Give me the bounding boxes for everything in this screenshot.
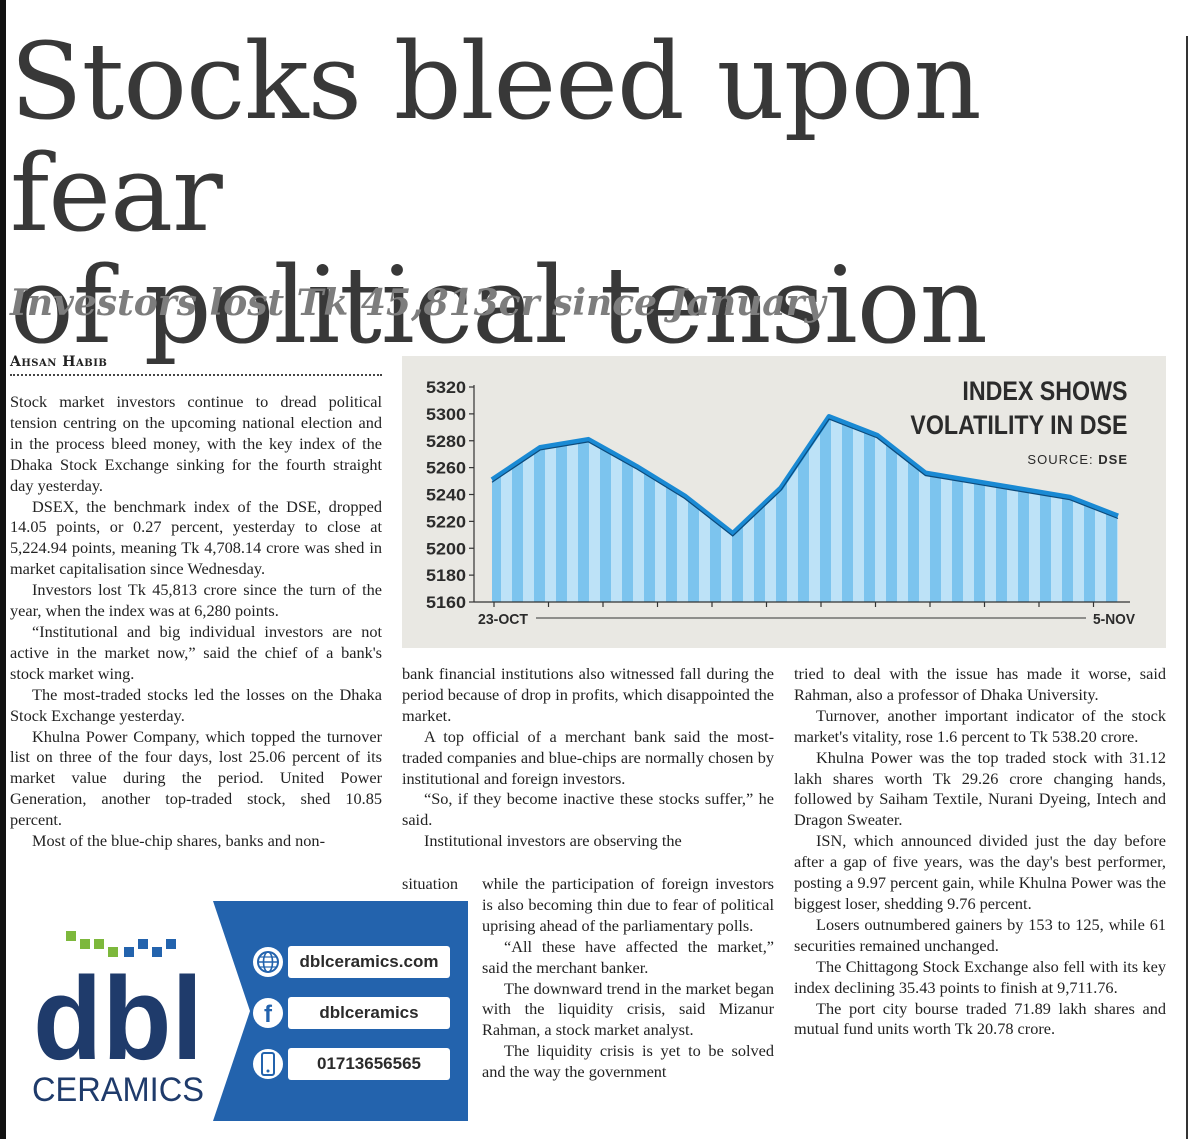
article-paragraph: ISN, which announced divided just the da… xyxy=(794,831,1166,913)
headline-line-1: Stocks bleed upon fear xyxy=(10,20,982,255)
index-area xyxy=(492,416,1118,602)
logo-subtitle: CERAMICS xyxy=(32,1071,204,1109)
logo-pixel xyxy=(108,947,118,957)
chart-title: INDEX SHOWS VOLATILITY IN DSE xyxy=(911,374,1128,442)
y-tick-label: 5320 xyxy=(426,378,466,397)
logo-pixel xyxy=(152,947,162,957)
logo-pixel xyxy=(138,939,148,949)
y-tick-label: 5300 xyxy=(426,405,466,424)
article-paragraph: Stock market investors continue to dread… xyxy=(10,392,382,495)
ad-logo-panel xyxy=(8,901,250,1121)
facebook-icon: f xyxy=(253,998,283,1028)
article-paragraph: The port city bourse traded 71.89 lakh s… xyxy=(794,998,1166,1039)
svg-text:f: f xyxy=(264,1001,273,1028)
chart-title-line-1: INDEX SHOWS xyxy=(962,376,1128,406)
article-paragraph: The downward trend in the market began w… xyxy=(482,978,774,1040)
y-tick-label: 5200 xyxy=(426,539,466,558)
body-column-2-bottom: while the participation of foreign inves… xyxy=(482,874,774,1083)
article-paragraph: The liquidity crisis is yet to be solved… xyxy=(482,1041,774,1082)
y-tick-label: 5260 xyxy=(426,459,466,478)
article-paragraph: bank financial institutions also witness… xyxy=(402,664,774,725)
index-line xyxy=(490,414,1119,536)
article-paragraph: Most of the blue-chip shares, banks and … xyxy=(32,831,325,851)
index-chart-plot: 5320 5300 5280 5260 5240 5220 5200 5180 5160 23-O… xyxy=(426,378,1135,628)
article-paragraph: while the participation of foreign inves… xyxy=(482,874,774,935)
chart-source: SOURCE: DSE xyxy=(1027,452,1128,467)
article-paragraph: “So, if they become inactive these stock… xyxy=(402,789,774,830)
article-paragraph: Khulna Power was the top traded stock wi… xyxy=(794,747,1166,830)
logo-pixel xyxy=(66,931,76,941)
article-paragraph: Investors lost Tk 45,813 crore since the… xyxy=(10,580,382,621)
article-paragraph: tried to deal with the issue has made it… xyxy=(794,664,1166,704)
article-paragraph: “Institutional and big individual invest… xyxy=(10,621,382,683)
y-tick-label: 5160 xyxy=(426,593,466,612)
y-tick-label: 5220 xyxy=(426,512,466,531)
logo-pixel xyxy=(80,939,90,949)
y-tick-label: 5240 xyxy=(426,486,466,505)
logo-pixel xyxy=(94,939,104,949)
y-tick-label: 5180 xyxy=(426,566,466,585)
index-line-shadow xyxy=(491,418,1119,537)
article-paragraph: DSEX, the benchmark index of the DSE, dr… xyxy=(10,496,382,579)
logo-wordmark: dbl xyxy=(33,953,203,1085)
x-end-label: 5-NOV xyxy=(1093,611,1135,628)
index-chart: 5320 5300 5280 5260 5240 5220 5200 5180 5160 23-O… xyxy=(402,356,1166,648)
dbl-ceramics-logo: dbl CERAMICS xyxy=(32,931,204,1109)
article-paragraph: A top official of a merchant bank said t… xyxy=(402,726,774,788)
chart-title-line-2: VOLATILITY IN DSE xyxy=(910,410,1128,440)
globe-icon xyxy=(253,947,283,977)
y-tick-label: 5280 xyxy=(426,432,466,451)
phone-icon xyxy=(253,1049,283,1079)
chart-source-label: SOURCE: xyxy=(1027,452,1094,467)
body-column-2-wrap-word: situation xyxy=(402,874,459,893)
article-paragraph: “All these have affected the market,” sa… xyxy=(482,936,774,977)
body-column-2-top: bank financial institutions also witness… xyxy=(402,664,774,852)
article-paragraph: Institutional investors are observing th… xyxy=(424,831,682,851)
logo-pixel xyxy=(166,939,176,949)
body-column-3: tried to deal with the issue has made it… xyxy=(794,664,1166,1040)
article-paragraph: The most-traded stocks led the losses on… xyxy=(10,684,382,725)
article-paragraph: Khulna Power Company, which topped the t… xyxy=(10,726,382,830)
body-column-1: Stock market investors continue to dread… xyxy=(10,392,382,852)
chart-source-value: DSE xyxy=(1098,452,1128,467)
page-left-border xyxy=(0,0,6,1139)
article-paragraph: Losers outnumbered gainers by 153 to 125… xyxy=(794,914,1166,955)
byline: Ahsan Habib xyxy=(10,354,108,370)
byline-divider xyxy=(10,374,382,376)
website-link[interactable]: dblceramics.com xyxy=(288,946,450,978)
subheadline: Investors lost Tk 45,813cr since January xyxy=(10,282,826,324)
column-rule-right xyxy=(1186,36,1188,1139)
headline-line-2: of political tension xyxy=(10,244,988,367)
dbl-ceramics-ad[interactable]: dbl CERAMICS dblceramics.com f dblcerami… xyxy=(8,901,468,1121)
article-paragraph: Turnover, another important indicator of… xyxy=(794,705,1166,746)
phone-number[interactable]: 01713656565 xyxy=(288,1048,450,1080)
headline: Stocks bleed upon fear of political tens… xyxy=(10,26,1180,362)
x-start-label: 23-OCT xyxy=(478,611,528,628)
facebook-link[interactable]: dblceramics xyxy=(288,997,450,1029)
article-paragraph: The Chittagong Stock Exchange also fell … xyxy=(794,956,1166,997)
logo-pixel xyxy=(124,947,134,957)
